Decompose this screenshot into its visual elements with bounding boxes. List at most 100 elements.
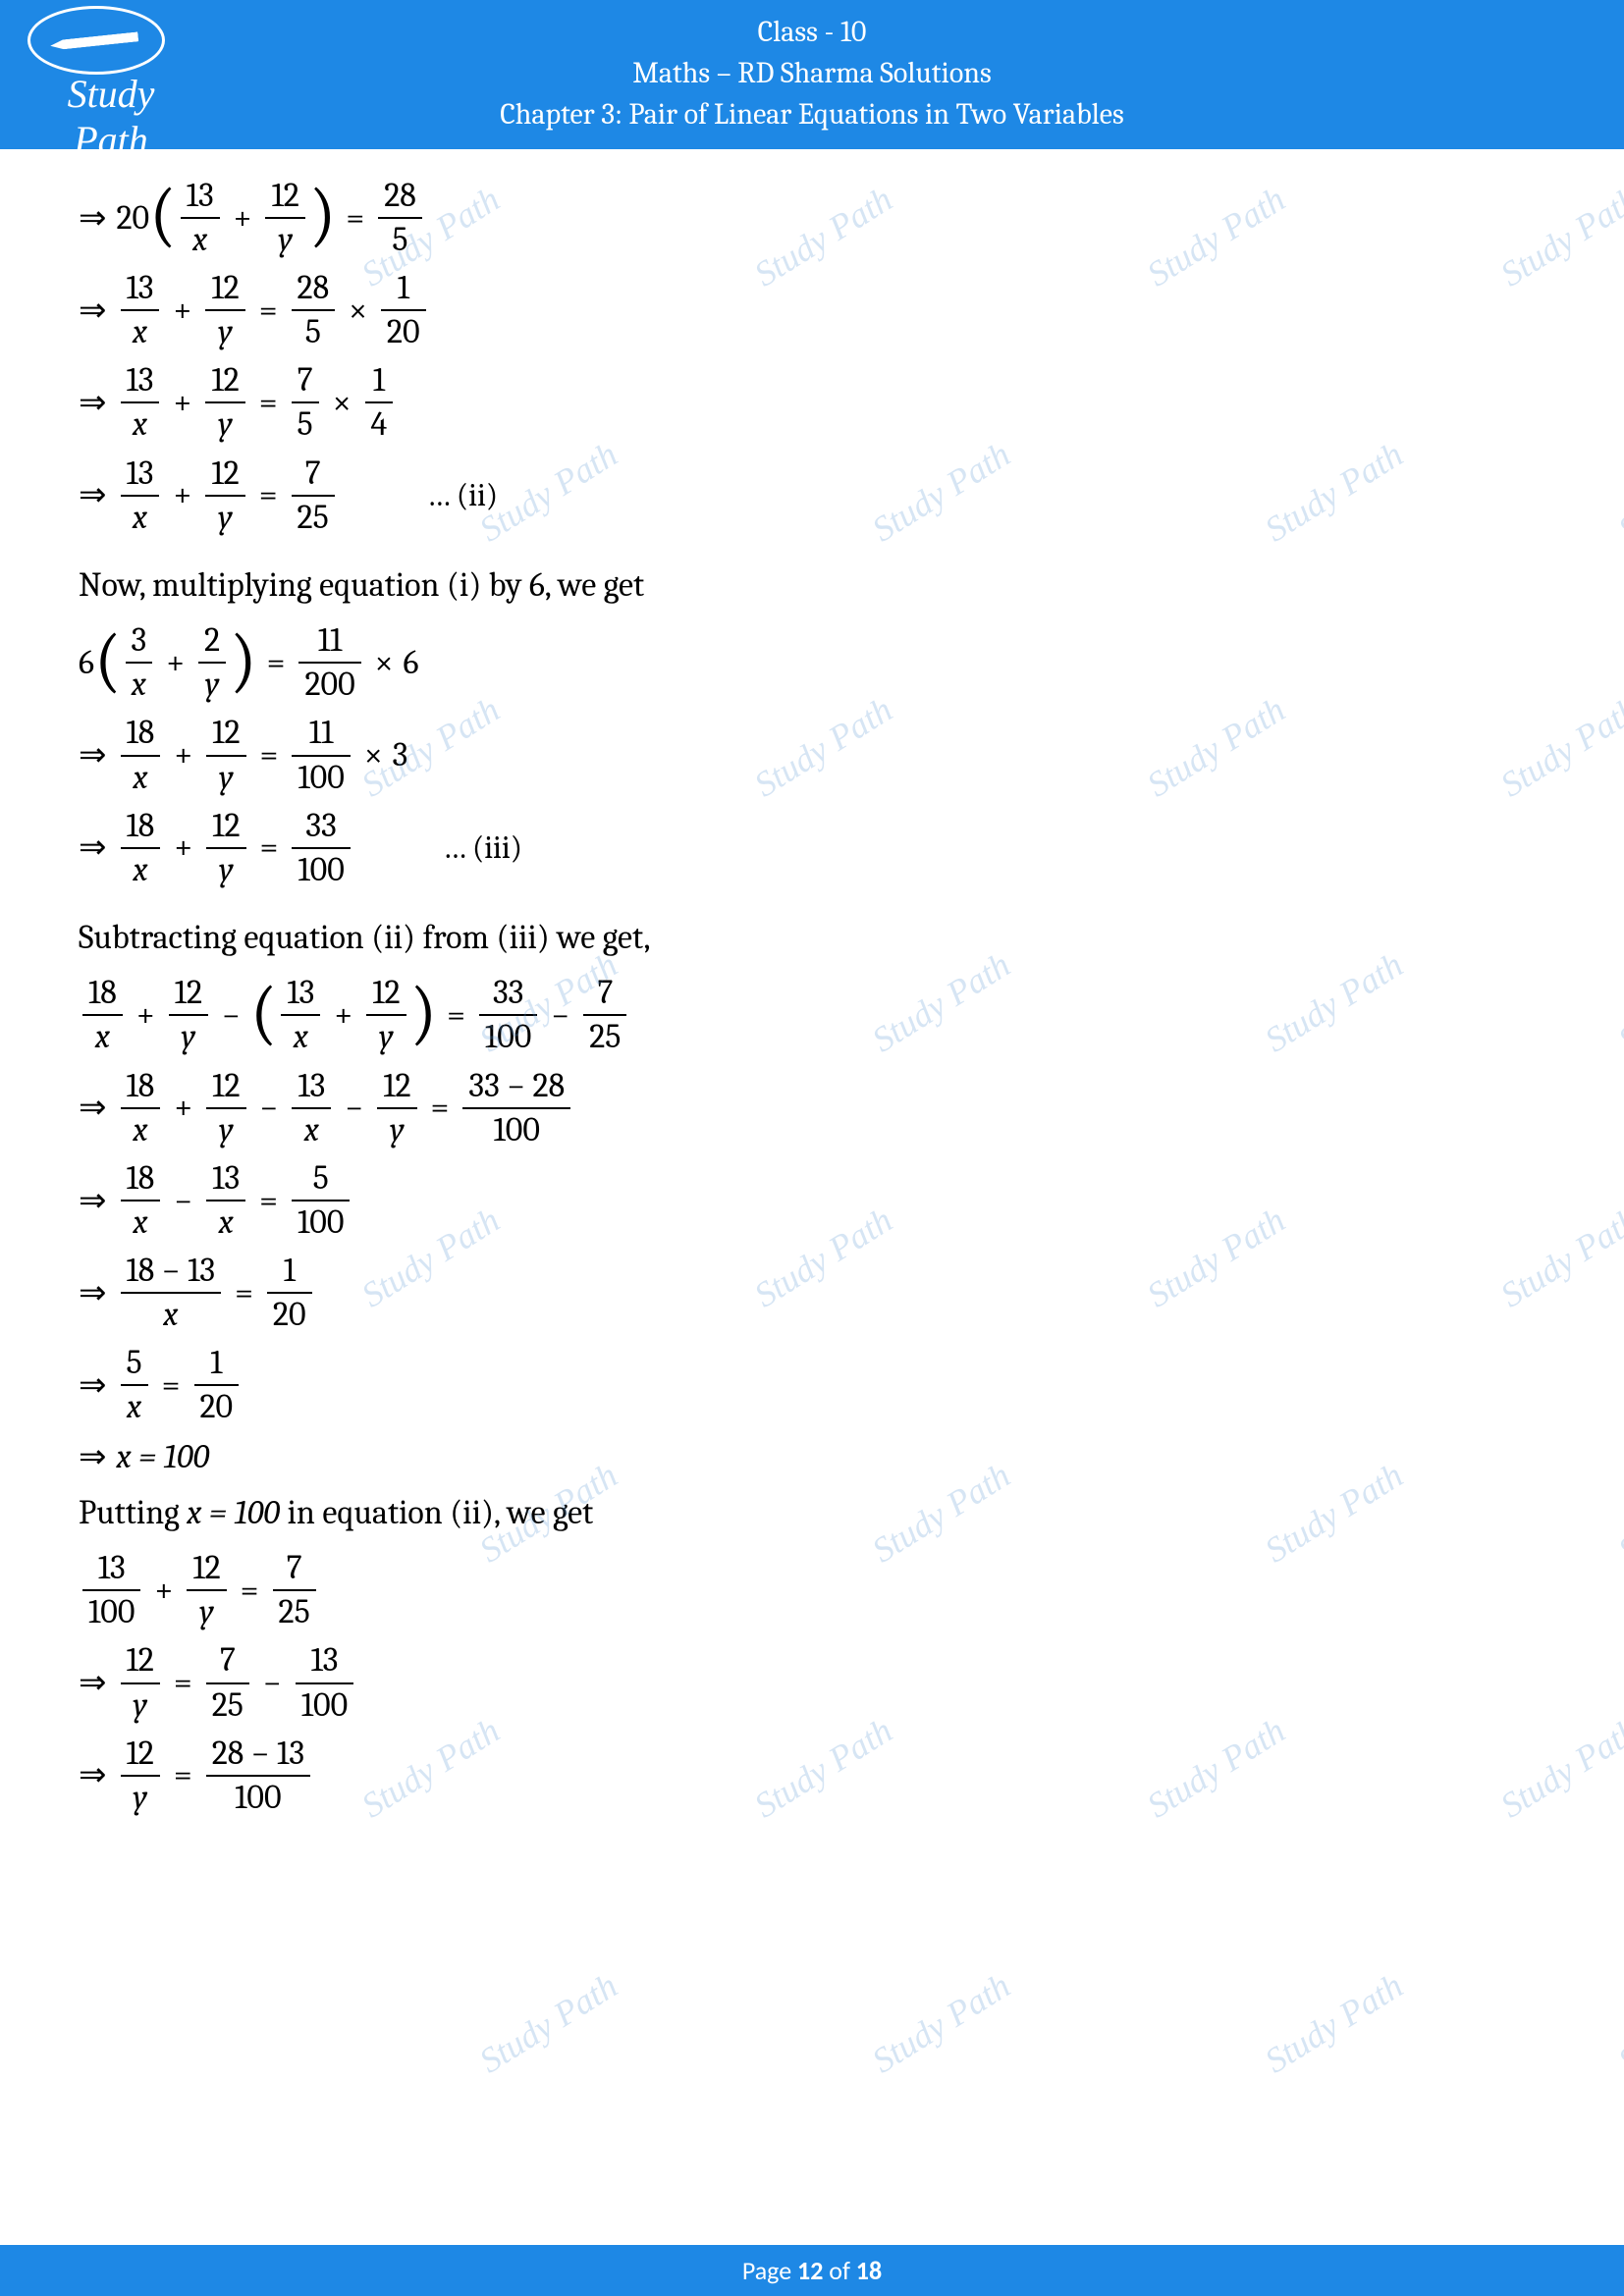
watermark-text: Study Path	[1611, 1965, 1624, 2082]
footer-prefix: Page	[742, 2255, 797, 2286]
equals-icon: =	[431, 1087, 450, 1129]
eq-label: … (iii)	[443, 828, 522, 868]
subject-line: Maths – RD Sharma Solutions	[0, 53, 1624, 94]
equals-icon: =	[447, 994, 465, 1037]
mult: 6	[404, 642, 419, 684]
equals-icon: =	[260, 734, 279, 776]
implies-icon: ⇒	[79, 474, 107, 516]
implies-icon: ⇒	[79, 1272, 107, 1314]
eq-line-1: ⇒ 20 ( 13x + 12y ) = 285	[79, 177, 1545, 259]
eq-line-10: ⇒ 18x − 13x = 5100	[79, 1159, 1545, 1242]
fraction: 3x	[126, 621, 153, 704]
minus-icon: −	[263, 1662, 282, 1704]
equals-icon: =	[259, 1180, 278, 1222]
implies-icon: ⇒	[79, 1180, 107, 1222]
implies-icon: ⇒	[79, 290, 107, 332]
class-line: Class - 10	[0, 12, 1624, 53]
t3-b: x = 100	[187, 1493, 280, 1532]
fraction: 33100	[292, 807, 350, 889]
fraction: 12y	[206, 1067, 245, 1149]
times-icon: ×	[349, 290, 367, 332]
plus-icon: +	[166, 642, 185, 684]
coef: 6	[79, 642, 94, 684]
plus-icon: +	[174, 1087, 192, 1129]
equals-icon: =	[259, 382, 278, 424]
watermark-text: Study Path	[865, 1965, 1017, 2082]
fraction: 33100	[479, 974, 537, 1056]
implies-icon: ⇒	[79, 1754, 107, 1796]
fraction: 18x	[82, 974, 123, 1056]
equals-icon: =	[259, 474, 278, 516]
eq-line-6: ⇒ 18x + 12y = 11100 × 3	[79, 714, 1545, 796]
fraction: 285	[378, 177, 422, 259]
fraction: 725	[292, 454, 335, 537]
fraction: 13100	[82, 1549, 140, 1631]
logo-oval	[27, 6, 165, 75]
eq-line-15: ⇒ 12y = 725 − 13100	[79, 1641, 1545, 1724]
eq-line-11: ⇒ 18 − 13x = 120	[79, 1252, 1545, 1334]
minus-icon: −	[222, 994, 241, 1037]
fraction: 12y	[169, 974, 208, 1056]
fraction: 2y	[198, 621, 226, 704]
fraction: 12y	[205, 361, 244, 444]
fraction: 28 − 13100	[206, 1735, 310, 1817]
minus-icon: −	[551, 994, 569, 1037]
t3-c: in equation (ii), we get	[280, 1493, 593, 1532]
fraction: 12y	[206, 807, 245, 889]
eq-line-16: ⇒ 12y = 28 − 13100	[79, 1735, 1545, 1817]
eq-line-8: 18x + 12y − ( 13x + 12y ) = 33100 − 725	[79, 974, 1545, 1056]
fraction: 12y	[366, 974, 406, 1056]
equals-icon: =	[267, 642, 286, 684]
fraction: 18x	[121, 807, 161, 889]
fraction: 12y	[205, 454, 244, 537]
text-line-3: Putting x = 100 in equation (ii), we get	[79, 1492, 1545, 1534]
t3-a: Putting	[79, 1493, 187, 1532]
equals-icon: =	[260, 827, 279, 869]
eq-line-14: 13100 + 12y = 725	[79, 1549, 1545, 1631]
text-line-2: Subtracting equation (ii) from (iii) we …	[79, 917, 1545, 959]
fraction: 11200	[298, 621, 360, 704]
content-area: ⇒ 20 ( 13x + 12y ) = 285 ⇒ 13x + 12y = 2…	[0, 149, 1624, 1817]
plus-icon: +	[154, 1570, 173, 1612]
page-footer: Page 12 of 18	[0, 2245, 1624, 2296]
plus-icon: +	[173, 382, 191, 424]
equals-icon: =	[174, 1754, 192, 1796]
minus-icon: −	[174, 1180, 192, 1222]
watermark-text: Study Path	[472, 1965, 624, 2082]
left-paren-icon: (	[149, 187, 177, 243]
implies-icon: ⇒	[79, 1087, 107, 1129]
eq-line-7: ⇒ 18x + 12y = 33100 … (iii)	[79, 807, 1545, 889]
fraction: 5x	[121, 1344, 148, 1426]
implies-icon: ⇒	[79, 382, 107, 424]
fraction: 13100	[296, 1641, 353, 1724]
fraction: 12y	[206, 714, 245, 796]
fraction: 18x	[121, 1067, 161, 1149]
fraction: 18x	[121, 1159, 161, 1242]
watermark-text: Study Path	[1258, 1965, 1410, 2082]
fraction: 725	[273, 1549, 316, 1631]
fraction: 12y	[121, 1641, 160, 1724]
eq-line-3: ⇒ 13x + 12y = 75 × 14	[79, 361, 1545, 444]
fraction: 75	[292, 361, 319, 444]
chapter-line: Chapter 3: Pair of Linear Equations in T…	[0, 94, 1624, 135]
plus-icon: +	[173, 290, 191, 332]
page-header: Study Path Class - 10 Maths – RD Sharma …	[0, 0, 1624, 149]
plus-icon: +	[174, 734, 192, 776]
fraction: 18 − 13x	[121, 1252, 222, 1334]
eq-label: … (ii)	[427, 476, 498, 515]
fraction: 12y	[121, 1735, 160, 1817]
equals-icon: =	[346, 197, 364, 240]
plus-icon: +	[136, 994, 155, 1037]
implies-icon: ⇒	[79, 734, 107, 776]
right-paren-icon: )	[309, 187, 337, 243]
logo-text: Study Path	[27, 71, 194, 163]
implies-icon: ⇒	[79, 1662, 107, 1704]
fraction: 13x	[292, 1067, 331, 1149]
fraction: 13x	[121, 269, 160, 351]
implies-icon: ⇒	[79, 1436, 107, 1478]
implies-icon: ⇒	[79, 1364, 107, 1407]
fraction: 13x	[121, 454, 160, 537]
fraction: 11100	[292, 714, 350, 796]
minus-icon: −	[345, 1087, 363, 1129]
fraction: 285	[292, 269, 336, 351]
